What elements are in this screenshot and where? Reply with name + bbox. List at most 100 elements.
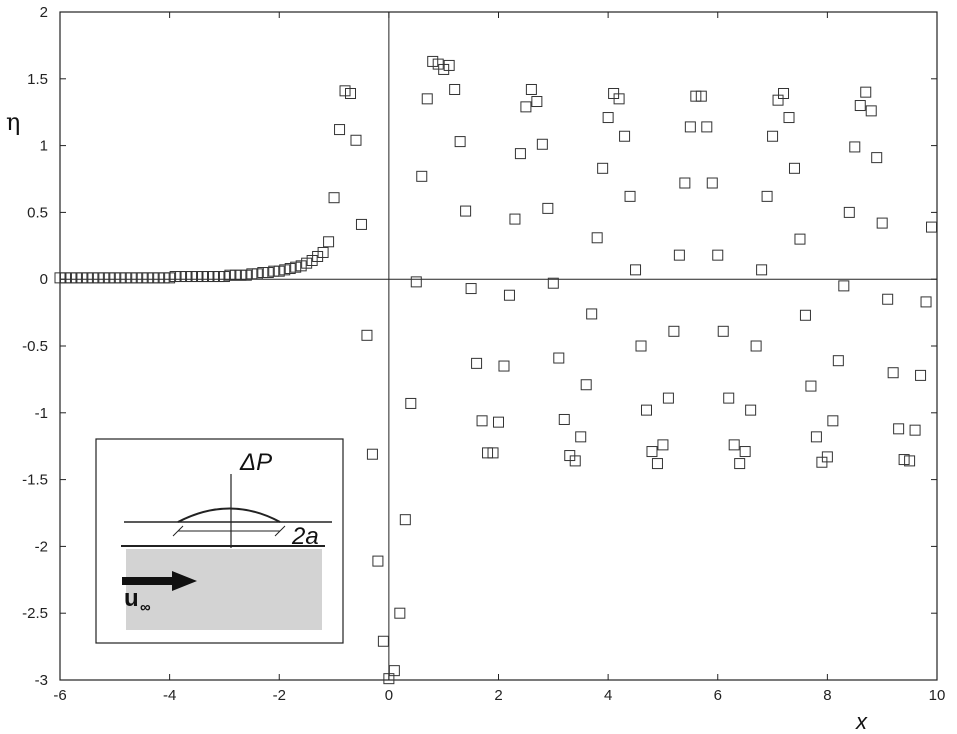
data-point bbox=[625, 191, 635, 201]
width-label: 2a bbox=[291, 523, 319, 550]
data-point bbox=[494, 417, 504, 427]
data-point bbox=[746, 405, 756, 415]
y-tick-label: 1 bbox=[40, 138, 48, 155]
x-tick-label: -2 bbox=[273, 687, 286, 704]
data-point bbox=[861, 87, 871, 97]
data-point bbox=[400, 515, 410, 525]
x-axis-label: x bbox=[855, 709, 868, 734]
data-point bbox=[713, 250, 723, 260]
data-point bbox=[576, 432, 586, 442]
y-tick-label: 1.5 bbox=[27, 71, 48, 88]
data-point bbox=[324, 237, 334, 247]
y-tick-label: -2.5 bbox=[22, 605, 48, 622]
data-point bbox=[927, 222, 937, 232]
x-tick-label: 10 bbox=[929, 687, 946, 704]
data-point bbox=[795, 234, 805, 244]
data-point bbox=[466, 284, 476, 294]
data-point bbox=[515, 149, 525, 159]
data-point bbox=[762, 191, 772, 201]
data-point bbox=[526, 84, 536, 94]
x-tick-label: -6 bbox=[53, 687, 66, 704]
data-point bbox=[548, 278, 558, 288]
data-point bbox=[537, 139, 547, 149]
pressure-label: ΔP bbox=[239, 449, 272, 476]
data-point bbox=[828, 416, 838, 426]
data-point bbox=[833, 356, 843, 366]
data-point bbox=[910, 425, 920, 435]
data-point bbox=[367, 449, 377, 459]
data-point bbox=[598, 163, 608, 173]
data-point bbox=[406, 398, 416, 408]
data-point bbox=[740, 447, 750, 457]
data-point bbox=[674, 250, 684, 260]
data-point bbox=[554, 353, 564, 363]
data-point bbox=[461, 206, 471, 216]
data-point bbox=[362, 330, 372, 340]
data-point bbox=[844, 207, 854, 217]
fluid-region bbox=[126, 549, 322, 630]
data-point bbox=[866, 106, 876, 116]
data-point bbox=[417, 171, 427, 181]
y-tick-label: -0.5 bbox=[22, 338, 48, 355]
data-point bbox=[504, 290, 514, 300]
x-tick-label: 0 bbox=[385, 687, 393, 704]
y-tick-label: -2 bbox=[35, 538, 48, 555]
data-point bbox=[888, 368, 898, 378]
data-point bbox=[729, 440, 739, 450]
data-point bbox=[789, 163, 799, 173]
data-point bbox=[510, 214, 520, 224]
data-point bbox=[532, 97, 542, 107]
data-point bbox=[472, 358, 482, 368]
data-point bbox=[724, 393, 734, 403]
data-point bbox=[839, 281, 849, 291]
y-tick-label: -3 bbox=[35, 672, 48, 689]
data-point bbox=[883, 294, 893, 304]
data-point bbox=[521, 102, 531, 112]
data-point bbox=[636, 341, 646, 351]
data-point bbox=[784, 113, 794, 123]
data-point bbox=[631, 265, 641, 275]
x-tick-label: 2 bbox=[494, 687, 502, 704]
data-point bbox=[559, 414, 569, 424]
data-point bbox=[921, 297, 931, 307]
y-tick-label: -1.5 bbox=[22, 472, 48, 489]
data-point bbox=[872, 153, 882, 163]
y-tick-label: 0.5 bbox=[27, 204, 48, 221]
x-tick-label: 8 bbox=[823, 687, 831, 704]
x-tick-label: -4 bbox=[163, 687, 176, 704]
data-point bbox=[757, 265, 767, 275]
data-point bbox=[663, 393, 673, 403]
data-point bbox=[768, 131, 778, 141]
y-tick-label: 2 bbox=[40, 4, 48, 21]
data-point bbox=[652, 459, 662, 469]
data-point bbox=[620, 131, 630, 141]
data-point bbox=[850, 142, 860, 152]
velocity-label: u bbox=[124, 585, 139, 612]
data-point bbox=[718, 326, 728, 336]
y-tick-label: -1 bbox=[35, 405, 48, 422]
data-point bbox=[800, 310, 810, 320]
data-point bbox=[669, 326, 679, 336]
data-point bbox=[335, 125, 345, 135]
data-point bbox=[395, 608, 405, 618]
data-point bbox=[351, 135, 361, 145]
data-point bbox=[422, 94, 432, 104]
data-point bbox=[499, 361, 509, 371]
data-point bbox=[455, 137, 465, 147]
data-point bbox=[658, 440, 668, 450]
data-point bbox=[356, 219, 366, 229]
data-point bbox=[707, 178, 717, 188]
x-tick-label: 6 bbox=[714, 687, 722, 704]
data-point bbox=[702, 122, 712, 132]
data-point bbox=[735, 459, 745, 469]
data-point bbox=[641, 405, 651, 415]
data-point bbox=[685, 122, 695, 132]
data-point bbox=[450, 84, 460, 94]
data-point bbox=[811, 432, 821, 442]
data-point bbox=[411, 277, 421, 287]
data-point bbox=[603, 113, 613, 123]
data-point bbox=[543, 203, 553, 213]
data-point bbox=[329, 193, 339, 203]
data-point bbox=[378, 636, 388, 646]
